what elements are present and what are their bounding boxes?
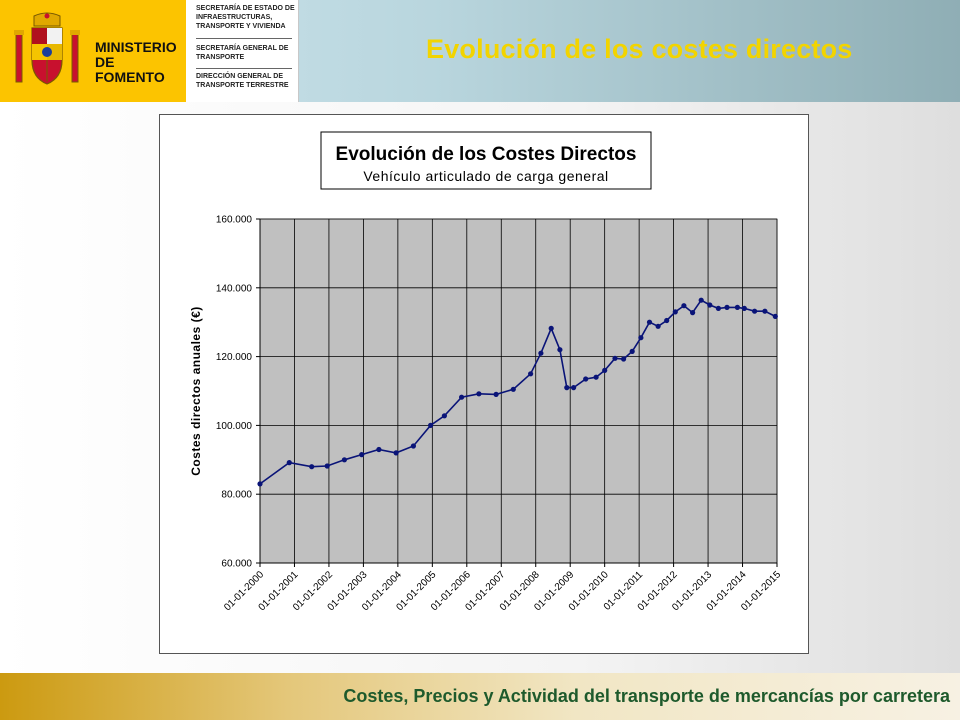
data-point (538, 350, 544, 356)
header-bar: MINISTERIO DE FOMENTO SECRETARÍA DE ESTA… (0, 0, 960, 102)
chart-title-frame (320, 131, 652, 190)
data-point (672, 309, 678, 315)
department-block: SECRETARÍA DE ESTADO DE INFRAESTRUCTURAS… (186, 0, 299, 102)
data-point (593, 374, 599, 380)
data-point (493, 391, 499, 397)
x-axis-tick-labels: 01-01-200001-01-200101-01-200201-01-2003… (222, 569, 783, 613)
data-point (286, 460, 292, 466)
chart-title-box: Evolución de los Costes Directos Vehícul… (320, 131, 652, 190)
data-point (638, 335, 644, 341)
data-point (602, 367, 608, 373)
data-point (612, 355, 618, 361)
data-point (724, 304, 730, 310)
data-point (664, 317, 670, 324)
data-point (557, 347, 563, 353)
data-point (459, 394, 465, 400)
data-point (571, 385, 577, 391)
footer-title: Costes, Precios y Actividad del transpor… (343, 686, 950, 706)
data-point (393, 450, 399, 456)
y-axis-tick-labels: 60.000 80.000 100.000 120.000 140.000 160.000 (216, 215, 253, 570)
data-point (621, 356, 627, 362)
data-point (548, 325, 554, 331)
secretaria-general-label: SECRETARÍA GENERAL DE TRANSPORTE (196, 45, 289, 61)
data-point (376, 446, 382, 453)
data-point (309, 464, 315, 470)
series-costes-directos (257, 297, 778, 487)
y-axis-label: Costes directos anuales (€) (189, 306, 203, 476)
department-divider (196, 38, 292, 39)
y-tick-label: 140.000 (216, 283, 253, 294)
footer-bar: Costes, Precios y Actividad del transpor… (0, 673, 960, 720)
data-point (681, 303, 687, 309)
data-point (510, 386, 516, 392)
data-point (762, 308, 768, 314)
data-point (655, 323, 661, 329)
data-point (257, 481, 263, 487)
y-tick-label: 100.000 (216, 421, 253, 432)
data-point (690, 310, 696, 316)
page-title: Evolución de los costes directos (426, 34, 853, 64)
y-tick-label: 80.000 (221, 490, 252, 501)
data-point (772, 313, 778, 319)
chart-frame: Evolución de los Costes Directos Vehícul… (159, 114, 809, 654)
plot-area (259, 218, 778, 564)
department-divider (196, 68, 292, 69)
data-point (341, 457, 347, 463)
data-point (410, 443, 416, 449)
data-point (629, 348, 635, 354)
chart-title: Evolución de los Costes Directos (336, 144, 637, 165)
data-point (734, 304, 741, 310)
data-point (564, 385, 570, 391)
y-tick-label: 120.000 (216, 352, 253, 363)
line-chart: Evolución de los Costes Directos Vehícul… (189, 131, 783, 613)
direccion-general-label: DIRECCIÓN GENERAL DE TRANSPORTE TERRESTR… (196, 73, 289, 89)
y-tick-label: 60.000 (221, 559, 252, 570)
data-point (583, 376, 589, 382)
data-point (428, 422, 434, 428)
data-point (715, 305, 722, 311)
data-point (324, 463, 330, 469)
chart-subtitle: Vehículo articulado de carga general (363, 168, 608, 184)
data-point (752, 308, 758, 314)
data-point (359, 452, 365, 458)
data-point (698, 297, 704, 303)
data-point (528, 371, 534, 377)
data-point (646, 319, 653, 325)
data-point (441, 413, 447, 419)
ministry-logo-block: MINISTERIO DE FOMENTO (0, 0, 186, 102)
coat-of-arms-icon (14, 12, 80, 85)
ministry-name: MINISTERIO DE FOMENTO (95, 39, 177, 85)
data-point (707, 302, 713, 308)
grid-lines (256, 218, 778, 567)
data-point (476, 391, 482, 397)
data-point (741, 305, 747, 311)
y-tick-label: 160.000 (216, 215, 253, 226)
secretaria-estado-label: SECRETARÍA DE ESTADO DE INFRAESTRUCTURAS… (196, 5, 295, 30)
